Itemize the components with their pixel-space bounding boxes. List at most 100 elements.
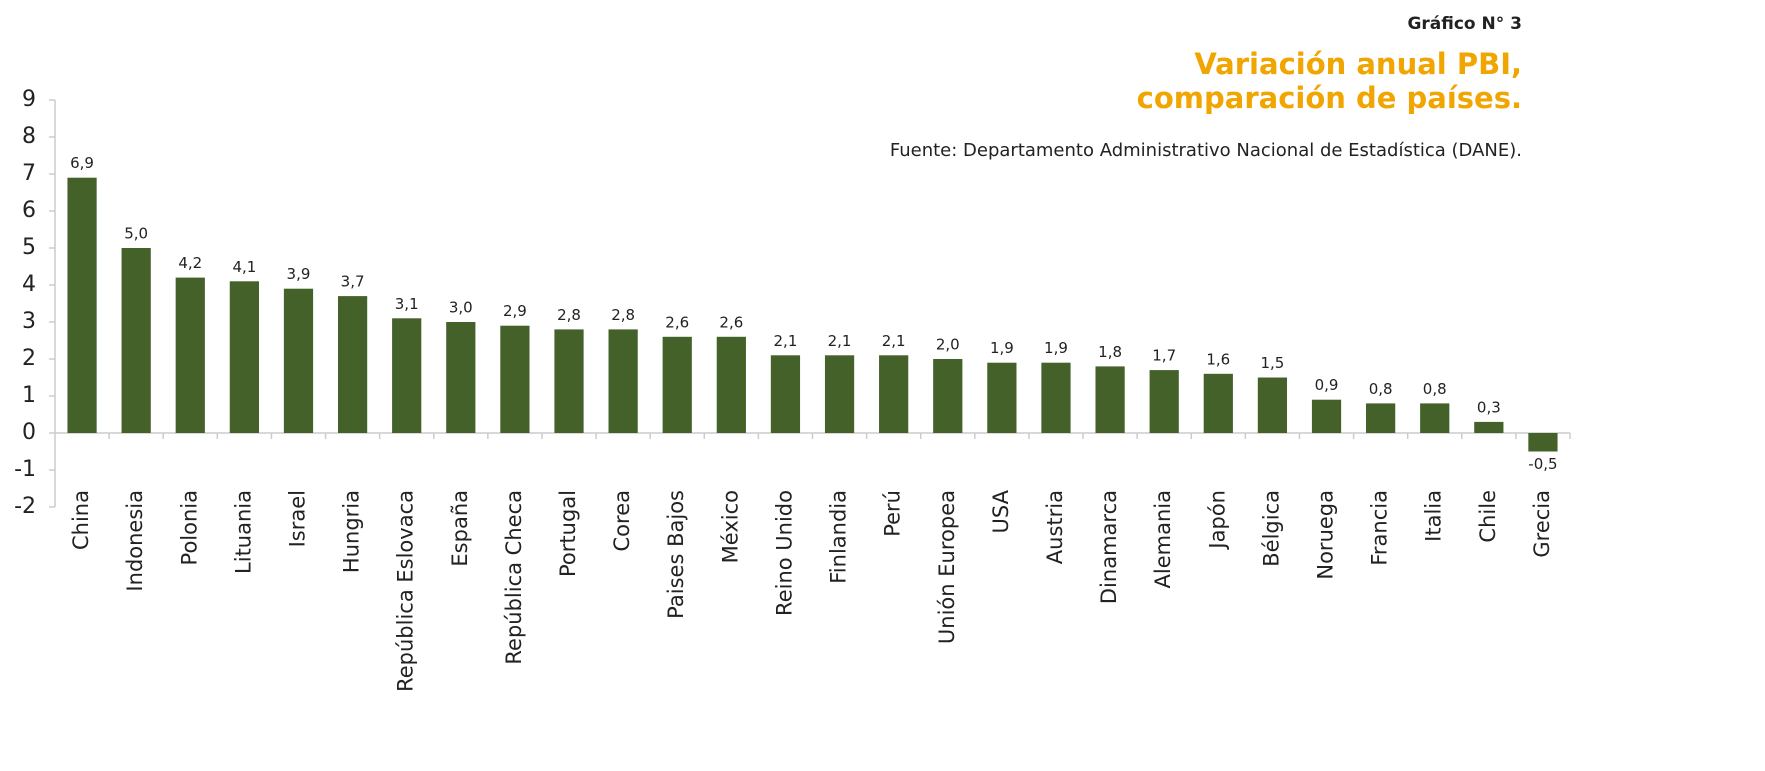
chart-title: comparación de países.: [1137, 81, 1522, 115]
x-tick-label: Perú: [881, 490, 905, 537]
x-tick-label: Polonia: [177, 490, 201, 565]
bar: [1420, 403, 1450, 433]
value-label: 2,1: [828, 332, 852, 350]
y-tick-label: 9: [22, 87, 36, 112]
bar: [716, 336, 746, 433]
value-label: 4,2: [178, 254, 202, 272]
bar: [1474, 421, 1504, 433]
value-label: 3,9: [287, 265, 311, 283]
x-tick-label: Francia: [1368, 490, 1392, 566]
x-tick-label: Alemania: [1151, 490, 1175, 588]
value-label: 1,8: [1098, 343, 1122, 361]
x-tick-label: Bélgica: [1259, 490, 1283, 567]
y-tick-label: 7: [22, 161, 36, 186]
value-label: 2,1: [774, 332, 798, 350]
value-label: 0,8: [1369, 380, 1393, 398]
chart-label: Gráfico N° 3: [1407, 14, 1522, 34]
bar: [554, 329, 584, 433]
bar: [446, 322, 476, 433]
bar: [608, 329, 638, 433]
y-tick-label: 0: [22, 420, 36, 445]
y-tick-label: -1: [14, 457, 36, 482]
x-tick-label: Corea: [610, 490, 634, 551]
x-tick-label: España: [448, 490, 472, 567]
y-tick-label: 4: [22, 272, 36, 297]
bar: [392, 318, 422, 433]
value-label: 0,9: [1315, 376, 1339, 394]
bar: [121, 248, 151, 433]
y-tick-label: 5: [22, 235, 36, 260]
value-label: 5,0: [124, 225, 148, 243]
bar: [67, 177, 97, 433]
bar: [283, 288, 314, 433]
value-label: 2,6: [719, 313, 743, 331]
x-tick-label: Japón: [1205, 490, 1229, 551]
bar: [879, 355, 909, 433]
value-label: 0,8: [1423, 380, 1447, 398]
x-tick-label: República Checa: [502, 490, 526, 665]
x-tick-label: Austria: [1043, 490, 1067, 564]
bar: [1203, 373, 1233, 433]
value-label: 3,0: [449, 299, 473, 317]
value-label: -0,5: [1528, 455, 1557, 473]
y-tick-label: 1: [22, 383, 36, 408]
x-tick-label: Italia: [1422, 490, 1446, 542]
x-tick-label: República Eslovaca: [394, 490, 418, 692]
y-tick-label: 8: [22, 124, 36, 149]
bar: [229, 281, 259, 433]
value-label: 2,6: [665, 313, 689, 331]
bar: [662, 336, 692, 433]
x-tick-label: China: [69, 490, 93, 550]
source: Fuente: Departamento Administrativo Naci…: [890, 140, 1522, 161]
x-tick-label: Chile: [1476, 490, 1500, 543]
x-tick-label: Unión Europea: [935, 490, 959, 644]
bar: [1366, 403, 1396, 433]
x-tick-label: Indonesia: [123, 490, 147, 592]
chart-title: Variación anual PBI,: [1194, 47, 1522, 81]
bar: [824, 355, 855, 433]
bar: [500, 325, 530, 433]
value-label: 0,3: [1477, 398, 1501, 416]
y-tick-label: -2: [14, 494, 36, 519]
x-tick-label: Portugal: [556, 490, 580, 577]
bar: [1311, 399, 1342, 433]
value-label: 2,9: [503, 302, 527, 320]
value-label: 1,5: [1260, 354, 1284, 372]
value-label: 3,7: [341, 273, 365, 291]
y-tick-label: 3: [22, 309, 36, 334]
bar: [175, 277, 205, 433]
value-label: 2,1: [882, 332, 906, 350]
value-label: 3,1: [395, 295, 419, 313]
value-label: 1,6: [1206, 350, 1230, 368]
bar: [337, 296, 368, 433]
x-tick-label: Hungria: [340, 490, 364, 573]
value-label: 4,1: [232, 258, 256, 276]
bar: [1041, 362, 1071, 433]
bar: [933, 359, 963, 433]
bar: [1257, 377, 1288, 433]
x-tick-label: Paises Bajos: [664, 490, 688, 619]
value-label: 1,9: [990, 339, 1014, 357]
x-tick-label: México: [718, 490, 742, 563]
value-label: 2,0: [936, 336, 960, 354]
x-tick-label: Finlandia: [827, 490, 851, 584]
x-tick-label: Dinamarca: [1097, 490, 1121, 604]
x-tick-label: Lituania: [231, 490, 255, 574]
value-label: 2,8: [557, 306, 581, 324]
y-tick-label: 2: [22, 346, 36, 371]
bar: [770, 355, 801, 433]
x-tick-label: Grecia: [1530, 490, 1554, 558]
x-tick-label: USA: [989, 489, 1013, 533]
x-tick-label: Noruega: [1314, 490, 1338, 580]
value-label: 1,9: [1044, 339, 1068, 357]
bar: [1149, 370, 1179, 433]
y-tick-label: 6: [22, 198, 36, 223]
x-tick-label: Israel: [285, 490, 309, 547]
bar: [1095, 366, 1125, 433]
value-label: 2,8: [611, 306, 635, 324]
bar: [987, 362, 1017, 433]
value-label: 6,9: [70, 154, 94, 172]
value-label: 1,7: [1152, 347, 1176, 365]
bar: [1528, 433, 1558, 452]
